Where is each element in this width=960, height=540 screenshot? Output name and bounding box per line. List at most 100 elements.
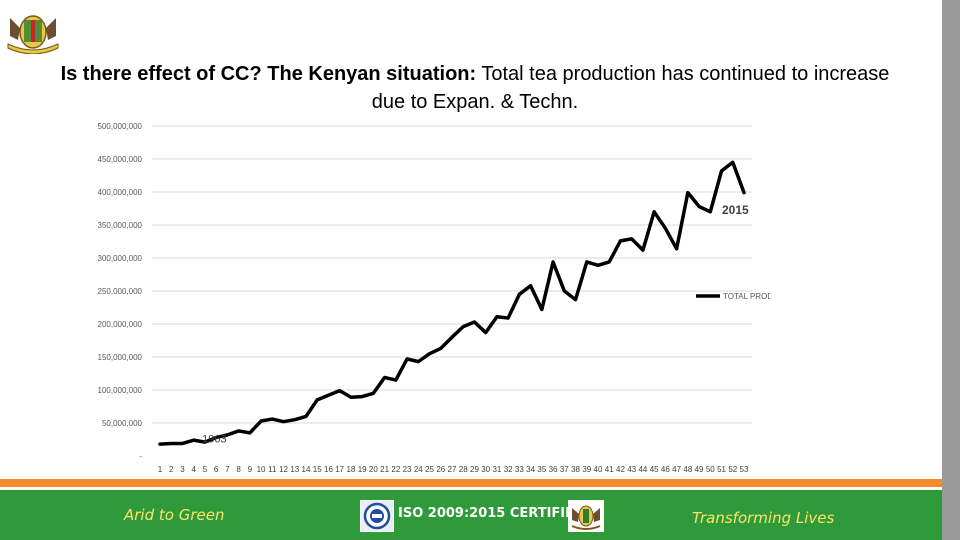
x-tick-label: 5	[203, 465, 208, 474]
x-tick-label: 32	[504, 465, 513, 474]
data-point	[349, 396, 353, 399]
data-point	[259, 419, 263, 423]
data-point	[619, 239, 622, 243]
series-line	[158, 160, 746, 446]
x-tick-label: 8	[236, 465, 241, 474]
coat-of-arms-icon	[568, 500, 604, 532]
data-point	[428, 352, 431, 355]
x-tick-label: 39	[582, 465, 591, 474]
x-tick-label: 30	[481, 465, 490, 474]
x-tick-label: 10	[257, 465, 266, 474]
data-point	[709, 210, 712, 213]
y-tick-label: 200,000,000	[98, 320, 143, 329]
x-tick-label: 22	[391, 465, 400, 474]
x-tick-label: 29	[470, 465, 479, 474]
data-point	[170, 442, 173, 445]
title-bold-part: Is there effect of CC? The Kenyan situat…	[60, 63, 477, 85]
x-tick-label: 26	[436, 465, 445, 474]
data-point	[563, 289, 566, 293]
annotation-1963: 1963	[202, 434, 226, 446]
x-tick-label: 50	[706, 465, 715, 474]
x-tick-label: 23	[403, 465, 412, 474]
y-tick-label: 50,000,000	[102, 419, 143, 428]
data-point	[248, 431, 252, 435]
data-point	[360, 395, 364, 398]
data-point	[506, 316, 510, 320]
data-point	[630, 237, 633, 241]
y-tick-label: 350,000,000	[98, 221, 143, 230]
y-tick-label: 100,000,000	[98, 386, 143, 395]
x-tick-label: 18	[346, 465, 355, 474]
data-point	[214, 436, 218, 439]
data-point	[742, 191, 746, 194]
x-tick-label: 42	[616, 465, 625, 474]
x-tick-label: 40	[594, 465, 603, 474]
data-point	[675, 247, 678, 250]
x-tick-label: 9	[248, 465, 253, 474]
data-point	[484, 331, 487, 334]
data-point	[383, 376, 386, 379]
data-point	[237, 429, 240, 433]
footer-orange-stripe	[0, 479, 942, 487]
x-tick-label: 6	[214, 465, 219, 474]
x-tick-label: 34	[526, 465, 535, 474]
grid-lines	[152, 125, 752, 424]
x-tick-label: 24	[414, 465, 423, 474]
data-point	[405, 357, 409, 361]
data-point	[641, 248, 645, 252]
x-tick-label: 45	[650, 465, 659, 474]
x-tick-label: 7	[225, 465, 230, 474]
data-point	[529, 284, 532, 287]
data-point	[495, 315, 499, 318]
x-tick-label: 49	[695, 465, 704, 474]
data-point	[338, 389, 341, 392]
side-bar	[942, 0, 960, 540]
annotations: 1963 2015	[202, 203, 749, 446]
x-tick-label: 14	[302, 465, 311, 474]
title-normal-part: Total tea production has continued to in…	[371, 63, 890, 113]
x-tick-label: 28	[459, 465, 468, 474]
x-tick-label: 41	[605, 465, 614, 474]
data-point	[394, 378, 398, 382]
data-point	[439, 347, 442, 350]
data-point	[585, 260, 588, 264]
data-point	[596, 264, 600, 267]
x-tick-label: 17	[335, 465, 344, 474]
x-tick-label: 38	[571, 465, 580, 474]
x-tick-label: 3	[180, 465, 185, 474]
data-point	[158, 442, 162, 446]
data-point	[304, 415, 308, 418]
x-tick-label: 1	[158, 465, 163, 474]
data-point	[462, 325, 465, 328]
x-tick-label: 53	[740, 465, 749, 474]
footer-left-text: Arid to Green	[124, 506, 225, 524]
footer-white-stripe	[0, 487, 942, 490]
data-point	[316, 398, 319, 402]
footer-right-text: Transforming Lives	[692, 509, 835, 527]
x-tick-label: 51	[717, 465, 726, 474]
data-point	[551, 260, 555, 264]
data-point	[417, 360, 420, 363]
data-point	[327, 394, 330, 397]
data-point	[720, 169, 723, 173]
data-point	[192, 438, 195, 442]
line-chart: - 50,000,000 100,000,000 150,000,000 200,000…	[98, 122, 771, 474]
x-tick-label: 4	[191, 465, 196, 474]
x-tick-label: 27	[448, 465, 457, 474]
iso-certification-badge-icon	[360, 500, 394, 532]
data-point	[181, 442, 184, 445]
x-tick-label: 44	[638, 465, 647, 474]
x-tick-label: 12	[279, 465, 288, 474]
x-tick-label: 2	[169, 465, 174, 474]
x-tick-label: 13	[290, 465, 299, 474]
x-tick-label: 16	[324, 465, 333, 474]
y-tick-label: 250,000,000	[98, 287, 143, 296]
y-tick-label: 500,000,000	[98, 122, 143, 131]
data-point	[293, 418, 296, 421]
data-point	[473, 320, 476, 324]
y-tick-label: 150,000,000	[98, 353, 143, 362]
x-tick-label: 37	[560, 465, 569, 474]
y-axis-tick-labels: - 50,000,000 100,000,000 150,000,000 200,000…	[98, 122, 143, 461]
chart-legend: TOTAL PRODUCTION	[696, 292, 770, 301]
data-point	[686, 191, 690, 194]
